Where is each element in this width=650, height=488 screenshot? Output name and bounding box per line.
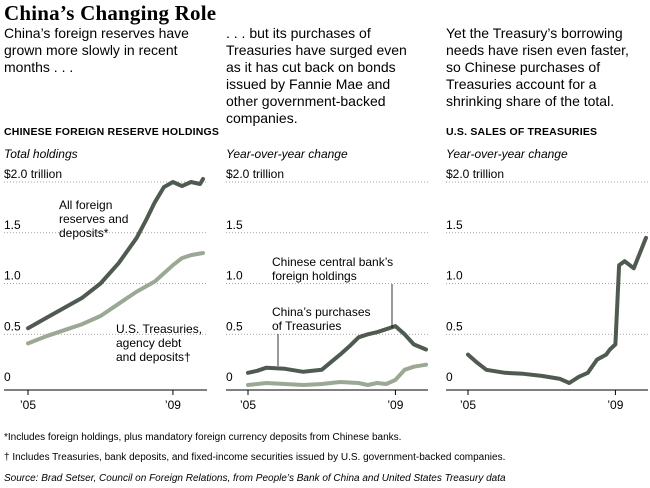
intro-text-3: Yet the Treasury’s borrowing needs have … [446, 25, 629, 109]
intro-text-2: . . . but its purchases of Treasuries ha… [226, 25, 407, 126]
x-tick-label: ’09 [387, 398, 403, 412]
y-tick-label: 0.5 [226, 319, 243, 333]
annotation-treasuries-line2: agency debt [116, 336, 182, 350]
chart-panel-yoy-change: 0 0.5 1.0 1.5 $2.0 trillion ’05 ’09 [226, 167, 428, 412]
panel-header-3: U.S. SALES OF TREASURIES [446, 126, 598, 138]
series-line-primary [26, 177, 205, 331]
annotation-purchases-line1: China’s purchases [272, 305, 371, 319]
y-tick-label: 1.0 [4, 269, 21, 283]
chart-panel-us-sales: 0 0.5 1.0 1.5 $2.0 trillion ’05 ’09 [446, 167, 648, 412]
panel-subtitle-1: Total holdings [4, 147, 78, 161]
series-line-primary [466, 235, 648, 385]
y-tick-label: 0.5 [4, 319, 21, 333]
y-tick-label: 1.5 [4, 218, 21, 232]
chart-panel-reserves: 0 0.5 1.0 1.5 $2.0 trillion ’05 ’09 [4, 167, 207, 412]
annotation-all-reserves-line2: reserves and [59, 212, 128, 226]
y-tick-label: 1.0 [446, 269, 463, 283]
annotation-all-reserves-line3: deposits* [59, 226, 109, 240]
chart-annotations: All foreign reserves and deposits* U.S. … [59, 198, 393, 366]
x-tick-label: ’05 [20, 398, 36, 412]
annotation-central-bank-line1: Chinese central bank’s [272, 255, 393, 269]
page-title: China’s Changing Role [4, 1, 217, 25]
series-line-primary [246, 324, 428, 375]
x-tick-label: ’09 [607, 398, 623, 412]
y-tick-label: 0 [446, 370, 453, 384]
series-line-secondary [26, 251, 205, 346]
y-tick-label: 0 [4, 370, 11, 384]
y-tick-label: 0 [226, 370, 233, 384]
footnote-2: † Includes Treasuries, bank deposits, an… [4, 452, 506, 463]
annotation-central-bank-line2: foreign holdings [272, 269, 357, 283]
annotation-all-reserves-line1: All foreign [59, 198, 112, 212]
x-tick-label: ’09 [165, 398, 181, 412]
intro-text-1: China’s foreign reserves have grown more… [4, 25, 189, 75]
y-tick-label: $2.0 trillion [446, 167, 504, 181]
annotation-treasuries-line3: and deposits† [116, 350, 191, 364]
x-tick-label: ’05 [240, 398, 256, 412]
y-tick-label: 1.0 [226, 269, 243, 283]
y-tick-label: $2.0 trillion [4, 167, 62, 181]
y-tick-label: $2.0 trillion [226, 167, 284, 181]
series-line-secondary [246, 362, 428, 387]
panel-subtitle-3: Year-over-year change [446, 147, 568, 161]
y-tick-label: 1.5 [226, 218, 243, 232]
y-tick-label: 1.5 [446, 218, 463, 232]
annotation-treasuries-line1: U.S. Treasuries, [116, 322, 202, 336]
panel-header-1: CHINESE FOREIGN RESERVE HOLDINGS [4, 126, 220, 138]
annotation-purchases-line2: of Treasuries [272, 319, 341, 333]
panel-subtitle-2: Year-over-year change [226, 147, 348, 161]
footnote-1: *Includes foreign holdings, plus mandato… [4, 432, 402, 443]
y-tick-label: 0.5 [446, 319, 463, 333]
source-note: Source: Brad Setser, Council on Foreign … [4, 473, 506, 484]
x-tick-label: ’05 [460, 398, 476, 412]
